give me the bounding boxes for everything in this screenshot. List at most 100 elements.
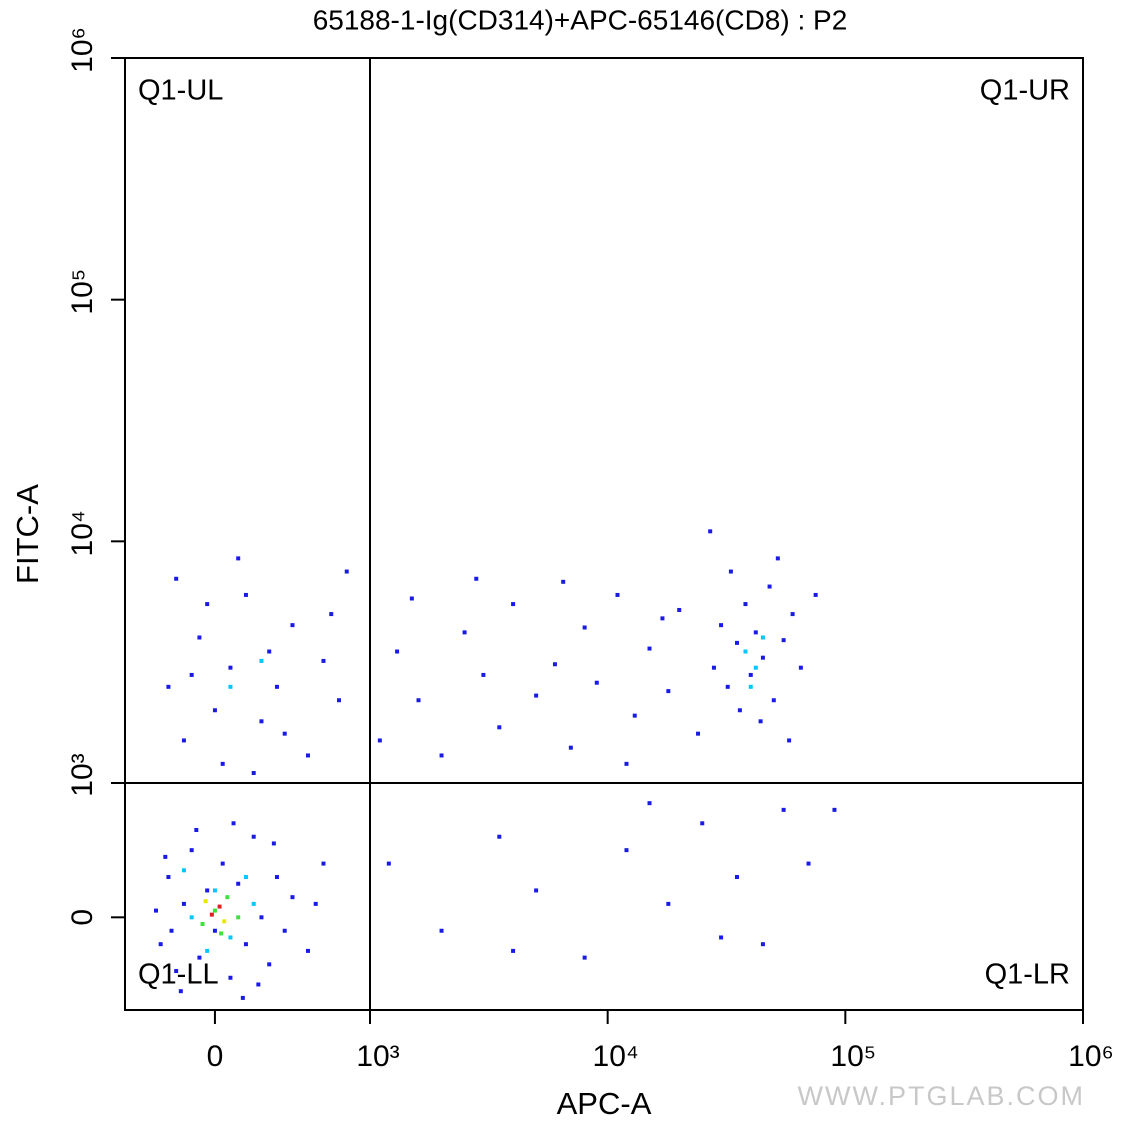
y-tick-label: 10⁶	[66, 27, 99, 73]
point	[220, 761, 225, 766]
point	[243, 942, 248, 947]
y-tick-label: 10⁵	[66, 269, 99, 315]
point	[217, 904, 222, 909]
point	[181, 868, 186, 873]
point	[666, 901, 671, 906]
point	[209, 912, 214, 917]
y-axis-label: FITC-A	[10, 484, 45, 584]
point	[321, 861, 326, 866]
point	[158, 942, 163, 947]
quadrant-label: Q1-UR	[980, 75, 1070, 107]
point	[760, 942, 765, 947]
point	[781, 638, 786, 643]
point	[647, 646, 652, 651]
point	[737, 708, 742, 713]
x-tick-label: 10⁴	[593, 1040, 639, 1073]
point	[259, 658, 264, 663]
point	[561, 579, 566, 584]
point	[200, 922, 205, 927]
point	[728, 569, 733, 574]
watermark: WWW.PTGLAB.COM	[798, 1081, 1086, 1111]
point	[474, 576, 479, 581]
x-axis-label: APC-A	[557, 1086, 652, 1121]
point	[409, 596, 414, 601]
point	[305, 753, 310, 758]
point	[582, 625, 587, 630]
point	[497, 725, 502, 730]
point	[806, 861, 811, 866]
point	[660, 616, 665, 621]
point	[416, 698, 421, 703]
point	[181, 738, 186, 743]
point	[194, 828, 199, 833]
quadrant-label: Q1-LL	[138, 959, 219, 991]
point	[220, 861, 225, 866]
point	[632, 713, 637, 718]
point	[462, 630, 467, 635]
point	[166, 875, 171, 880]
point	[711, 665, 716, 670]
point	[219, 931, 224, 936]
point	[497, 834, 502, 839]
point	[753, 630, 758, 635]
point	[594, 680, 599, 685]
x-tick-label: 10⁵	[830, 1040, 876, 1073]
plot-frame	[124, 57, 1084, 1011]
point	[163, 854, 168, 859]
point	[251, 901, 256, 906]
point	[832, 807, 837, 812]
y-tick-label: 10³	[66, 753, 99, 796]
point	[274, 684, 279, 689]
point	[758, 719, 763, 724]
point	[169, 928, 174, 933]
point	[666, 689, 671, 694]
point	[228, 935, 233, 940]
point	[760, 655, 765, 660]
point	[274, 875, 279, 880]
quadrant-label: Q1-LR	[985, 959, 1070, 991]
point	[511, 948, 516, 953]
point	[552, 662, 557, 667]
chart-title: 65188-1-Ig(CD314)+APC-65146(CD8) : P2	[313, 4, 848, 35]
point	[259, 915, 264, 920]
point	[205, 948, 210, 953]
point	[174, 969, 179, 974]
point	[719, 623, 724, 628]
point	[719, 935, 724, 940]
point	[700, 821, 705, 826]
point	[798, 665, 803, 670]
point	[329, 612, 334, 617]
point	[243, 592, 248, 597]
point	[212, 908, 217, 913]
point	[231, 821, 236, 826]
point	[775, 556, 780, 561]
point	[696, 731, 701, 736]
point	[166, 684, 171, 689]
point	[205, 602, 210, 607]
x-tick-label: 10⁶	[1068, 1040, 1114, 1073]
point	[178, 989, 183, 994]
point	[271, 841, 276, 846]
point	[336, 698, 341, 703]
point	[767, 584, 772, 589]
point	[734, 640, 739, 645]
point	[790, 612, 795, 617]
point	[743, 602, 748, 607]
point	[197, 635, 202, 640]
y-tick-label: 0	[66, 909, 99, 926]
point	[256, 982, 261, 987]
x-tick-label: 0	[207, 1040, 224, 1073]
point	[386, 861, 391, 866]
y-tick-label: 10⁴	[66, 510, 99, 556]
point	[189, 848, 194, 853]
point	[534, 693, 539, 698]
point	[677, 607, 682, 612]
point	[243, 875, 248, 880]
point	[205, 888, 210, 893]
point	[734, 875, 739, 880]
point	[647, 801, 652, 806]
point	[236, 915, 241, 920]
point	[568, 745, 573, 750]
point	[212, 928, 217, 933]
point	[439, 928, 444, 933]
